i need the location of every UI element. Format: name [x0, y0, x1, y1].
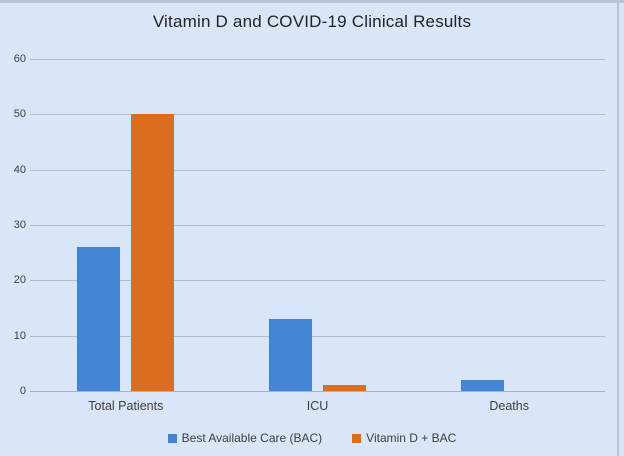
gridline-y-40: [30, 169, 605, 171]
x-axis-category-label: Total Patients: [88, 399, 164, 413]
x-axis-category-label: ICU: [306, 399, 329, 413]
gridline-y-20: [30, 280, 605, 282]
bar-best-available-care-bac--icu: [269, 319, 312, 391]
x-axis-category-label: Deaths: [489, 399, 529, 413]
legend-item: Best Available Care (BAC): [167, 431, 323, 445]
plot-area: [30, 59, 605, 392]
window-right-border: [617, 3, 619, 456]
y-axis-tick-label: 0: [19, 385, 26, 397]
y-axis-tick-label: 50: [13, 108, 26, 121]
gridline-y-60: [30, 59, 605, 60]
bar-vitamin-d-bac-icu: [323, 385, 366, 391]
y-axis-tick-label: 60: [13, 53, 26, 65]
chart-title: Vitamin D and COVID-19 Clinical Results: [152, 12, 472, 31]
legend-label: Vitamin D + BAC: [366, 431, 457, 445]
y-axis-tick-label: 20: [13, 274, 26, 287]
bar-best-available-care-bac--total-patients: [77, 247, 121, 391]
legend-label: Best Available Care (BAC): [181, 431, 323, 445]
y-axis-tick-label: 40: [13, 163, 26, 176]
bar-best-available-care-bac--deaths: [460, 379, 504, 391]
gridline-y-50: [30, 114, 605, 116]
legend: Best Available Care (BAC) Vitamin D + BAC: [0, 431, 624, 445]
gridline-y-10: [30, 335, 605, 337]
y-axis-tick-label: 10: [13, 329, 26, 342]
legend-swatch-icon: [352, 433, 362, 443]
bar-vitamin-d-bac-total-patients: [131, 114, 175, 391]
legend-item: Vitamin D + BAC: [352, 431, 456, 445]
y-axis-tick-label: 30: [13, 219, 26, 231]
gridline-y-0: [30, 391, 605, 392]
gridline-y-30: [30, 225, 605, 226]
legend-swatch-icon: [167, 433, 177, 443]
